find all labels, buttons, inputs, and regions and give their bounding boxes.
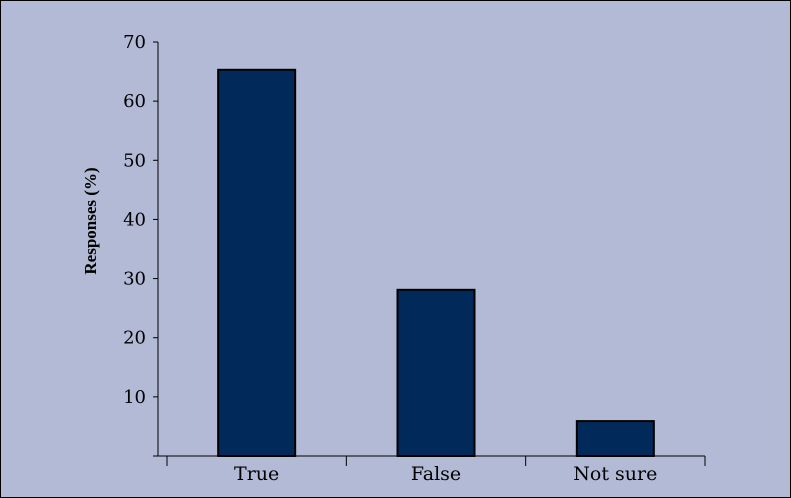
bar-not-sure	[575, 420, 655, 457]
y-axis-title: Responses (%)	[81, 167, 100, 274]
x-category-label: Not sure	[573, 463, 657, 485]
y-tick-label: 70	[123, 32, 146, 53]
x-category-label: False	[411, 463, 461, 485]
y-tick-label: 10	[123, 387, 146, 408]
y-tick-label: 30	[123, 269, 146, 290]
y-tick-label: 20	[123, 328, 146, 349]
x-axis: True False Not sure	[153, 455, 706, 485]
bar-true	[217, 68, 297, 457]
x-category-label: True	[234, 463, 279, 485]
y-tick-label: 60	[123, 91, 146, 112]
y-tick-label: 50	[123, 150, 146, 171]
y-tick-label: 40	[123, 209, 146, 230]
bar-false	[396, 288, 476, 457]
bars	[217, 68, 655, 457]
y-axis: 10 20 30 40 50 60 70	[123, 32, 159, 456]
